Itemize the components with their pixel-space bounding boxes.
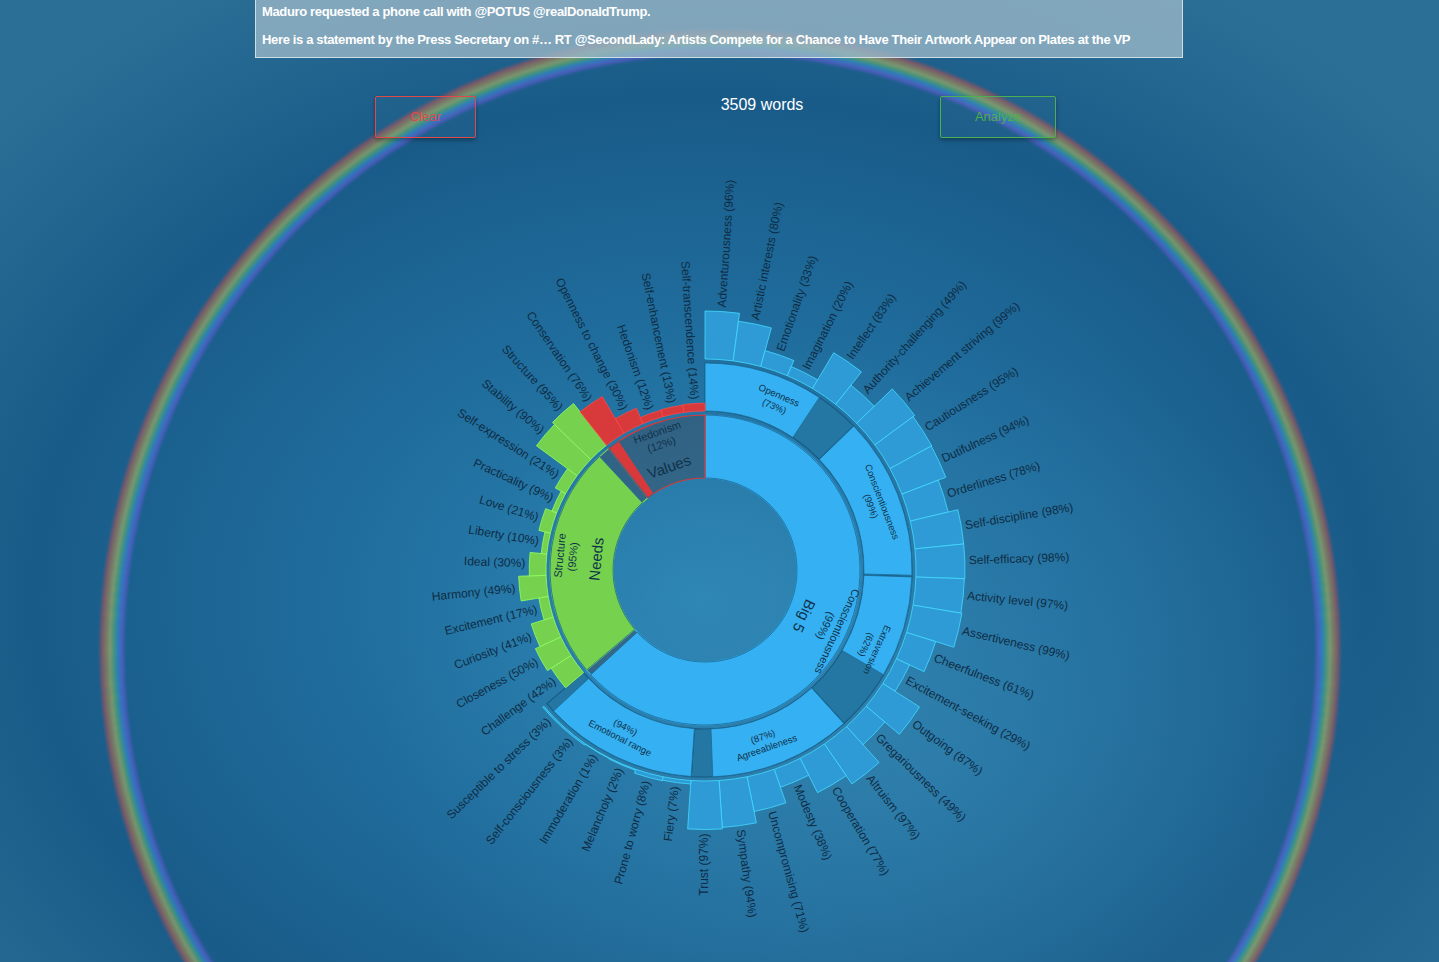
sunburst: Big 5Conscientiousness(99%)Openness(73%)… <box>431 179 1074 934</box>
facet-label: Self-consciousness (3%) <box>483 735 576 847</box>
facet-bar <box>529 552 547 575</box>
facet-bar <box>719 777 756 828</box>
facet-label: Love (21%) <box>478 493 541 525</box>
facet-bar <box>539 596 553 619</box>
group-ring-background <box>550 448 648 670</box>
facet-label: Self-enhancement (13%) <box>639 271 679 404</box>
facet-label: Sympathy (94%) <box>734 829 760 919</box>
group-ring-background <box>587 415 860 725</box>
rainbow-band <box>122 52 1318 962</box>
facet-label: Dutifulness (94%) <box>939 413 1031 466</box>
facet-label: Artistic interests (80%) <box>748 201 786 321</box>
facet-label: Trust (97%) <box>697 833 711 895</box>
dimension-arc <box>554 678 695 776</box>
facet-bar <box>539 509 557 534</box>
facet-label: Self-efficacy (98%) <box>969 550 1070 567</box>
facet-bar <box>531 617 561 646</box>
facet-label: Prone to worry (8%) <box>611 779 653 886</box>
facet-label: Achievement striving (99%) <box>902 299 1023 404</box>
group-label: Needs <box>585 537 606 582</box>
facet-label: Assertiveness (99%) <box>961 624 1071 663</box>
facet-bar <box>662 777 691 784</box>
facet-label: Self-discipline (98%) <box>964 500 1074 532</box>
facet-label: Intellect (83%) <box>844 291 899 362</box>
facet-label: Altruism (97%) <box>863 772 923 842</box>
facet-label: Fiery (7%) <box>661 786 682 843</box>
facet-bar <box>910 510 963 549</box>
facet-label: Susceptible to stress (3%) <box>444 715 554 822</box>
facet-label: Self-transcendence (14%) <box>678 261 701 400</box>
top-trait-label: (99%) <box>814 610 837 642</box>
facet-label: Openness to change (30%) <box>553 276 631 413</box>
dimension-label: (87%) <box>749 727 777 746</box>
facet-label: Cooperation (77%) <box>829 784 892 878</box>
dimension-label: (99%) <box>861 492 880 520</box>
top-trait-label: (12%) <box>646 434 678 455</box>
facet-label: Adventurousness (96%) <box>715 179 738 308</box>
facet-label: Self-expression (21%) <box>455 406 562 481</box>
rainbow-band <box>114 44 1326 962</box>
chart-canvas: Big 5Conscientiousness(99%)Openness(73%)… <box>0 0 1439 962</box>
group-ring <box>550 456 642 670</box>
facet-bar <box>519 575 549 601</box>
rainbow-band <box>110 40 1330 962</box>
facet-label: Liberty (10%) <box>467 522 540 548</box>
facet-label: Activity level (97%) <box>967 589 1069 613</box>
text-line: Here is a statement by the Press Secreta… <box>262 26 1176 54</box>
rainbow <box>102 32 1338 962</box>
clear-button[interactable]: Clear <box>375 96 476 138</box>
facet-label: Hedonism (12%) <box>614 323 657 412</box>
top-trait-label: Conscientiousness <box>812 587 862 676</box>
dimension-label: (94%) <box>612 716 640 737</box>
facet-label: Excitement (17%) <box>443 602 538 638</box>
facet-label: Imagination (20%) <box>799 279 855 372</box>
analyze-button[interactable]: Analyze <box>940 96 1056 138</box>
facet-label: Ideal (30%) <box>464 554 526 570</box>
facet-label: Excitement-seeking (29%) <box>903 673 1033 753</box>
group-label: Values <box>645 451 693 482</box>
facet-label: Harmony (49%) <box>431 581 516 603</box>
facet-bar <box>541 532 550 554</box>
word-count: 3509 words <box>662 96 862 114</box>
facet-label: Orderliness (78%) <box>945 459 1042 501</box>
dimension-label: (62%) <box>856 631 877 659</box>
text-line: Maduro requested a phone call with @POTU… <box>262 0 1176 26</box>
rainbow-band <box>118 48 1322 962</box>
facet-bar <box>661 405 684 416</box>
facet-label: Modesty (38%) <box>791 782 835 862</box>
facet-bar <box>787 367 817 389</box>
facet-bar <box>615 408 643 433</box>
group-label: Big 5 <box>789 597 819 635</box>
dimension-label: Emotional range <box>587 717 654 758</box>
facet-bar <box>640 410 663 423</box>
dimension-arc <box>705 363 819 437</box>
facet-label: Uncompromising (71%) <box>765 810 812 935</box>
facet-bar <box>688 781 723 830</box>
text-input[interactable]: Maduro requested a phone call with @POTU… <box>255 0 1183 58</box>
top-trait-label: (95%) <box>565 541 580 571</box>
facet-bar <box>683 403 705 412</box>
facet-label: Curiosity (41%) <box>452 630 534 673</box>
dimension-background <box>547 673 694 777</box>
dimension-label: (73%) <box>761 396 789 416</box>
group-ring <box>591 415 860 725</box>
facet-bar <box>915 544 965 579</box>
facet-label: Authority-challenging (49%) <box>860 278 969 397</box>
rainbow-band <box>102 32 1338 962</box>
labels: Big 5Conscientiousness(99%)Openness(73%)… <box>431 179 1074 934</box>
rainbow-band <box>106 36 1334 962</box>
